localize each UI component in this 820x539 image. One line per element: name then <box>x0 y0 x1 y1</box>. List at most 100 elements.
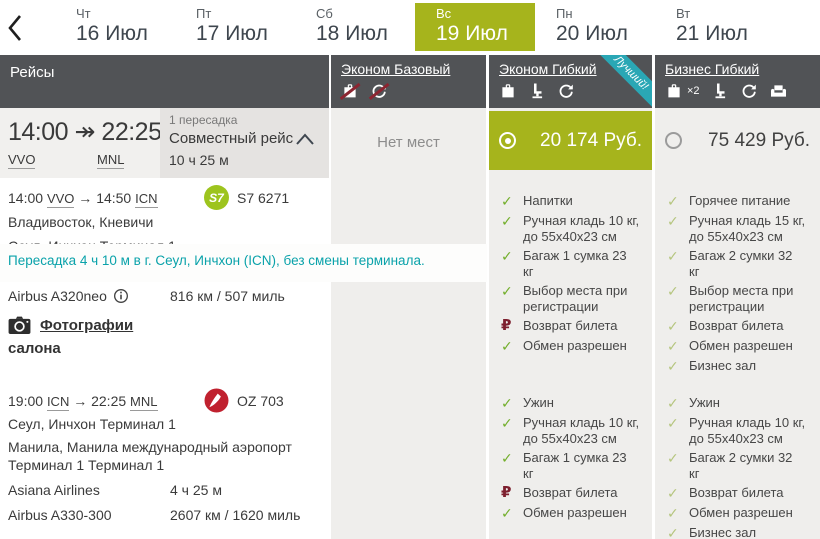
seg2-aircraft: Airbus A330-300 <box>8 507 112 523</box>
seg2-duration: 4 ч 25 м <box>170 482 222 498</box>
amenity-row: ✓ Напитки <box>501 193 645 209</box>
seat-icon <box>711 82 729 100</box>
info-icon[interactable] <box>113 288 129 304</box>
tab-date-1[interactable]: Пт 17 Июл <box>175 3 295 51</box>
check-icon: ✓ <box>501 415 513 431</box>
check-icon: ✓ <box>501 193 513 209</box>
amenity-row: ✓ Ужин <box>667 395 811 411</box>
amenity-row: ✓ Ужин <box>501 395 645 411</box>
cabin-photos-link[interactable]: Фотографии <box>40 317 134 334</box>
amenity-label: Возврат билета <box>523 485 618 500</box>
baggage-icon <box>665 82 683 100</box>
s7-airlines-logo: S7 <box>204 185 229 210</box>
tab-date: 20 Июл <box>556 22 628 45</box>
seg2-flight-number: OZ 703 <box>237 392 284 409</box>
amenity-label: Горячее питание <box>689 193 791 208</box>
amenity-row: ✓ Обмен разрешен <box>667 338 811 354</box>
amenity-label: Напитки <box>523 193 573 208</box>
arrow-icon: → <box>73 393 88 409</box>
amenity-label: Возврат билета <box>689 485 784 500</box>
summary-dep-code-link[interactable]: VVO <box>8 152 36 169</box>
seg2-distance: 2607 км / 1620 миль <box>170 507 301 523</box>
cabin-photos-link-line2[interactable]: салона <box>8 340 61 357</box>
fare-column-econom-flex: 20 174 Руб. ✓ Напитки ✓ Ручная кладь 10 кг… <box>489 108 652 539</box>
amenity-label: Бизнес зал <box>689 358 757 373</box>
transfer-note: Пересадка 4 ч 10 м в г. Сеул, Инчхон (IC… <box>8 253 425 268</box>
tab-date-3-selected[interactable]: Вс 19 Июл <box>415 3 535 51</box>
tab-date-4[interactable]: Пн 20 Июл <box>535 3 655 51</box>
business-flex-price-option[interactable]: 75 429 Руб. <box>655 111 820 170</box>
stops-label: 1 пересадка <box>169 113 238 127</box>
flight-summary: 14:00 ↠ 22:25 VVO MNL 1 пересадка Совмес… <box>0 108 329 178</box>
econom-flex-amenities-return: ✓ Ужин ✓ Ручная кладь 10 кг, до 55x40x23 с… <box>501 395 645 525</box>
tab-day: Чт <box>76 6 91 21</box>
tab-date-2[interactable]: Сб 18 Июл <box>295 3 415 51</box>
summary-times: 14:00 ↠ 22:25 <box>8 117 162 147</box>
seg1-flight-number: S7 6271 <box>237 189 290 206</box>
amenity-label: Багаж 1 сумка 23 кг <box>523 248 627 279</box>
check-icon: ✓ <box>667 283 679 299</box>
fare-column-business-flex: 75 429 Руб. ✓ Горячее питание ✓ Ручная кла… <box>655 108 820 539</box>
no-exchange-icon <box>368 82 390 100</box>
amenity-label: Возврат билета <box>523 318 618 333</box>
amenity-row: ✓ Горячее питание <box>667 193 811 209</box>
seg2-airline: Asiana Airlines <box>8 482 100 498</box>
tab-date: 18 Июл <box>316 22 388 45</box>
tab-date: 21 Июл <box>676 22 748 45</box>
exchange-icon <box>740 82 758 100</box>
flights-column-header: Рейсы <box>0 55 329 108</box>
check-icon: ✓ <box>501 283 513 299</box>
amenity-row: ✓ Возврат билета <box>667 318 811 334</box>
check-icon: ✓ <box>667 505 679 521</box>
amenity-label: Ручная кладь 15 кг, до 55x40x23 см <box>689 213 806 244</box>
fare-title-econom-basic[interactable]: Эконом Базовый <box>341 61 451 77</box>
amenity-label: Ручная кладь 10 кг, до 55x40x23 см <box>523 213 640 244</box>
collapse-chevron-up-icon[interactable] <box>295 132 315 146</box>
amenity-label: Багаж 2 сумки 32 кг <box>689 248 793 279</box>
amenity-row: ✓ Ручная кладь 10 кг, до 55x40x23 см <box>667 415 811 446</box>
seg2-arr-time: 22:25 <box>91 393 127 409</box>
exchange-icon <box>557 82 575 100</box>
tab-date-0[interactable]: Чт 16 Июл <box>55 3 175 51</box>
radio-selected-icon[interactable] <box>499 132 516 149</box>
date-tabbar: Чт 16 Июл Пт 17 Июл Сб 18 Июл Вс 19 Июл Пн 20… <box>0 0 820 55</box>
amenity-row: ✓ Багаж 2 сумки 32 кг <box>667 450 811 481</box>
check-icon: ✓ <box>667 415 679 431</box>
amenity-row: ₽ Возврат билета <box>501 318 645 334</box>
summary-dep-time: 14:00 <box>8 118 69 146</box>
back-arrow-icon[interactable] <box>4 13 26 43</box>
segment2-route: 19:00 ICN → 22:25 MNL OZ 703 <box>8 388 284 413</box>
seg1-arr-time: 14:50 <box>96 190 132 206</box>
tab-date-5[interactable]: Вт 21 Июл <box>655 3 775 51</box>
fare-title-business-flex[interactable]: Бизнес Гибкий <box>665 61 760 77</box>
amenity-label: Багаж 2 сумки 32 кг <box>689 450 793 481</box>
seg2-dep-code-link[interactable]: ICN <box>46 394 70 411</box>
amenity-label: Обмен разрешен <box>689 505 793 520</box>
check-icon: ✓ <box>667 525 679 539</box>
econom-flex-price-option[interactable]: 20 174 Руб. <box>489 111 652 170</box>
amenity-row: ₽ Возврат билета <box>501 485 645 501</box>
seg1-arr-code-link[interactable]: ICN <box>135 191 158 208</box>
camera-icon <box>8 316 31 335</box>
tab-day: Вт <box>676 6 691 21</box>
seg2-meta-row2: Airbus A330-300 2607 км / 1620 миль <box>8 507 300 523</box>
lounge-armchair-icon <box>769 82 787 100</box>
seg1-aircraft: Airbus A320neo <box>8 288 107 304</box>
amenity-row: ✓ Выбор места при регистрации <box>667 283 811 314</box>
arrow-icon: → <box>78 190 93 206</box>
seg1-dep-code-link[interactable]: VVO <box>46 191 75 208</box>
fare-title-econom-flex[interactable]: Эконом Гибкий <box>499 61 597 77</box>
tab-day: Пт <box>196 6 212 21</box>
asiana-airlines-logo <box>204 388 229 413</box>
tab-day: Пн <box>556 6 573 21</box>
amenity-label: Ужин <box>523 395 554 410</box>
amenity-row: ✓ Обмен разрешен <box>667 505 811 521</box>
seg2-carrier: OZ 703 <box>204 388 284 413</box>
radio-unselected-icon[interactable] <box>665 132 682 149</box>
summary-arr-code-link[interactable]: MNL <box>97 152 125 169</box>
seg2-arr-code-link[interactable]: MNL <box>130 394 158 411</box>
amenity-label: Выбор места при регистрации <box>689 283 794 314</box>
check-icon: ✓ <box>667 338 679 354</box>
amenity-label: Бизнес зал <box>689 525 757 539</box>
amenity-row: ✓ Выбор места при регистрации <box>501 283 645 314</box>
